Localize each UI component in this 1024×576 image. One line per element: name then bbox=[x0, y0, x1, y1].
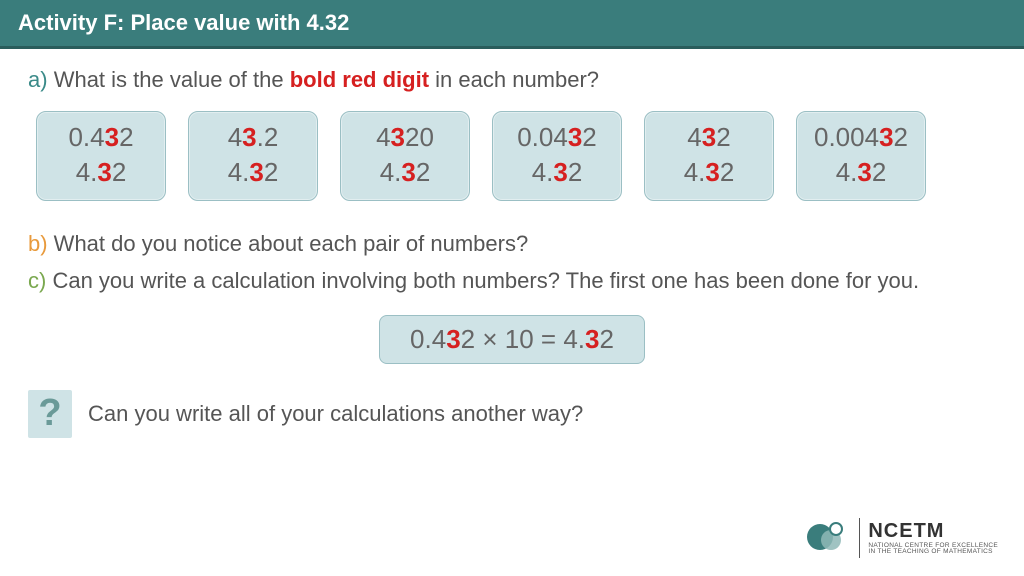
logo-sub2: IN THE TEACHING OF MATHEMATICS bbox=[868, 549, 998, 556]
footer-text: Can you write all of your calculations a… bbox=[88, 401, 583, 427]
label-c: c) bbox=[28, 268, 46, 293]
ex-p2-post: 2 bbox=[599, 324, 613, 354]
logo-divider bbox=[859, 518, 860, 558]
qc-text: Can you write a calculation involving bo… bbox=[46, 268, 919, 293]
title-bar: Activity F: Place value with 4.32 bbox=[0, 0, 1024, 49]
content-area: a) What is the value of the bold red dig… bbox=[0, 49, 1024, 438]
qa-post: in each number? bbox=[429, 67, 599, 92]
number-card: 43204.32 bbox=[340, 111, 470, 201]
question-b: b) What do you notice about each pair of… bbox=[28, 229, 996, 260]
qa-bold: bold red digit bbox=[290, 67, 429, 92]
card-top-number: 43.2 bbox=[203, 120, 303, 155]
card-top-number: 432 bbox=[659, 120, 759, 155]
logo-text: NCETM NATIONAL CENTRE FOR EXCELLENCE IN … bbox=[868, 521, 998, 556]
ex-p2-hl: 3 bbox=[585, 324, 599, 354]
activity-title: Activity F: Place value with 4.32 bbox=[18, 10, 349, 35]
label-b: b) bbox=[28, 231, 48, 256]
number-card: 4324.32 bbox=[644, 111, 774, 201]
card-top-number: 4320 bbox=[355, 120, 455, 155]
label-a: a) bbox=[28, 67, 48, 92]
question-a: a) What is the value of the bold red dig… bbox=[28, 67, 996, 93]
number-card: 0.4324.32 bbox=[36, 111, 166, 201]
ex-p1-hl: 3 bbox=[446, 324, 460, 354]
card-bottom-number: 4.32 bbox=[51, 155, 151, 190]
question-mark-icon: ? bbox=[28, 390, 72, 438]
card-top-number: 0.432 bbox=[51, 120, 151, 155]
card-bottom-number: 4.32 bbox=[811, 155, 911, 190]
ex-p2-pre: 4. bbox=[563, 324, 585, 354]
ex-op: × 10 = bbox=[475, 324, 563, 354]
qb-text: What do you notice about each pair of nu… bbox=[48, 231, 529, 256]
number-card: 0.004324.32 bbox=[796, 111, 926, 201]
example-wrap: 0.432 × 10 = 4.32 bbox=[28, 315, 996, 364]
card-bottom-number: 4.32 bbox=[203, 155, 303, 190]
ex-p1-pre: 0.4 bbox=[410, 324, 446, 354]
number-card: 43.24.32 bbox=[188, 111, 318, 201]
card-bottom-number: 4.32 bbox=[507, 155, 607, 190]
card-top-number: 0.0432 bbox=[507, 120, 607, 155]
ex-p1-post: 2 bbox=[461, 324, 475, 354]
card-bottom-number: 4.32 bbox=[355, 155, 455, 190]
card-top-number: 0.00432 bbox=[811, 120, 911, 155]
logo-main: NCETM bbox=[868, 521, 998, 541]
number-card: 0.04324.32 bbox=[492, 111, 622, 201]
logo-mark-icon bbox=[807, 518, 851, 558]
number-cards-row: 0.4324.3243.24.3243204.320.04324.324324.… bbox=[28, 111, 996, 201]
ncetm-logo: NCETM NATIONAL CENTRE FOR EXCELLENCE IN … bbox=[807, 518, 998, 558]
question-c: c) Can you write a calculation involving… bbox=[28, 266, 996, 297]
footer-question: ? Can you write all of your calculations… bbox=[28, 390, 996, 438]
example-calculation: 0.432 × 10 = 4.32 bbox=[379, 315, 645, 364]
qa-pre: What is the value of the bbox=[54, 67, 290, 92]
card-bottom-number: 4.32 bbox=[659, 155, 759, 190]
